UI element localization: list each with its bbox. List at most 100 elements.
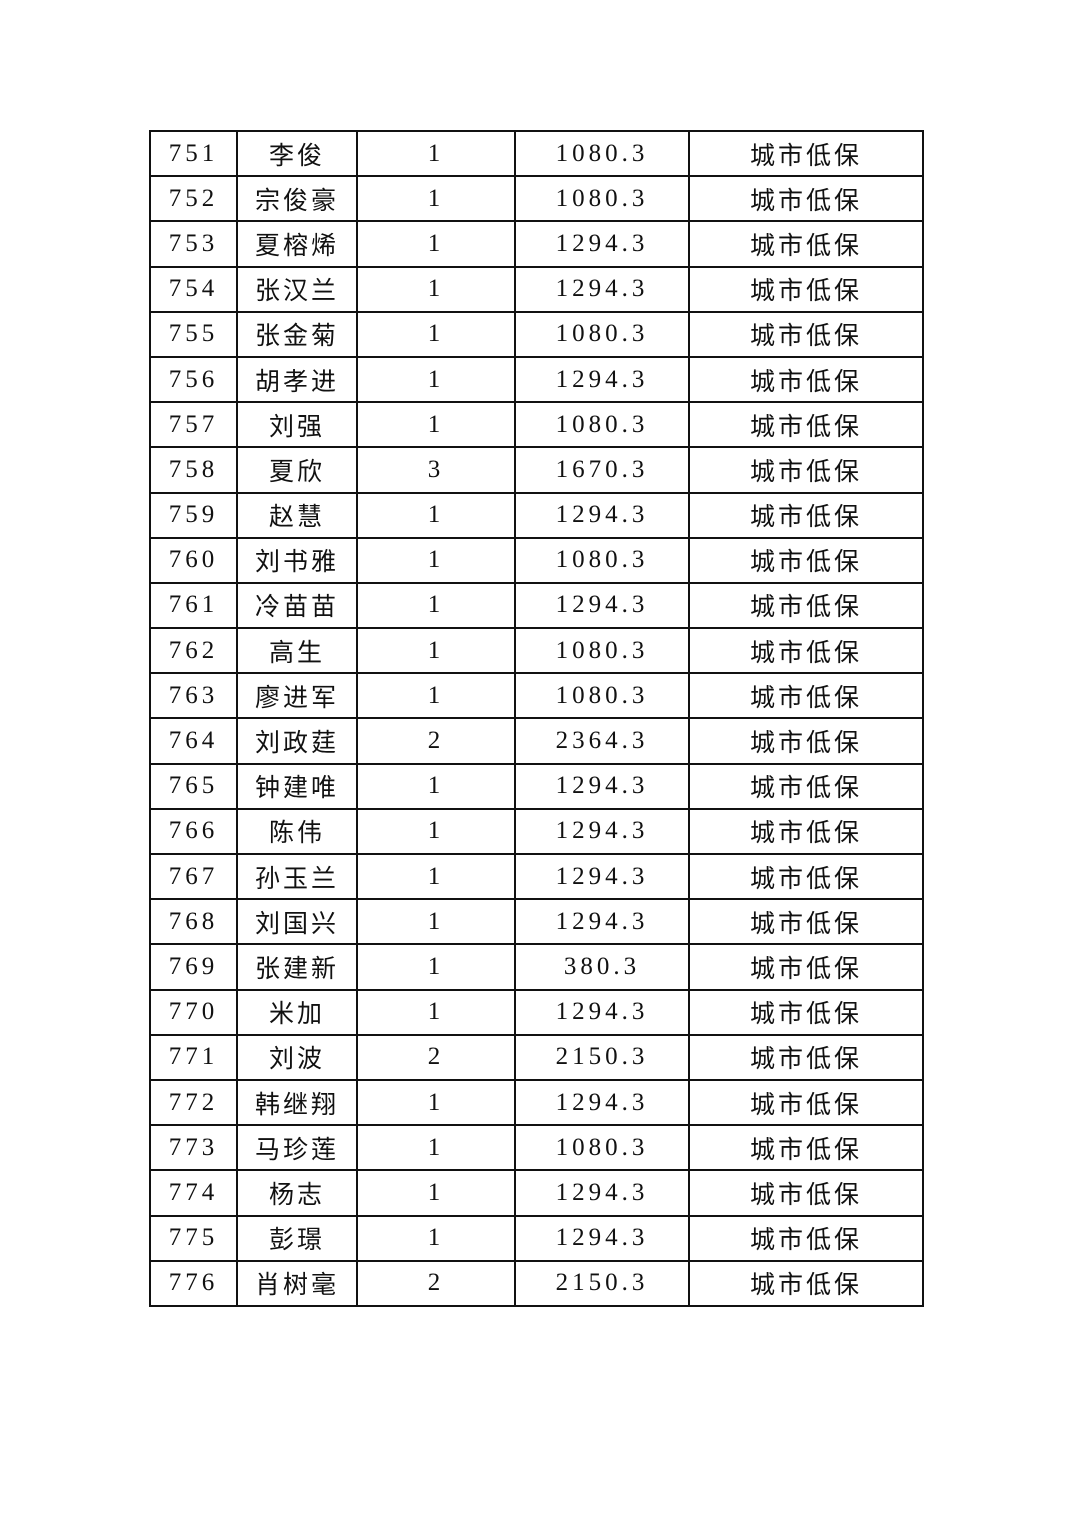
person-name-cell: 李俊 bbox=[236, 129, 358, 178]
person-name-cell: 刘强 bbox=[236, 401, 358, 449]
household-size-cell: 1 bbox=[356, 852, 516, 901]
household-size-cell: 1 bbox=[356, 581, 516, 630]
amount-cell: 1294.3 bbox=[514, 762, 690, 810]
table-row: 772 韩继翔 1 1294.3 城市低保 bbox=[149, 1078, 924, 1127]
household-size-cell: 1 bbox=[356, 220, 516, 268]
row-number-cell: 769 bbox=[149, 943, 238, 991]
assistance-type-cell: 城市低保 bbox=[688, 355, 924, 404]
row-number-cell: 776 bbox=[149, 1259, 238, 1307]
household-size-cell: 1 bbox=[356, 265, 516, 313]
household-size-cell: 1 bbox=[356, 129, 516, 178]
household-size-cell: 1 bbox=[356, 175, 516, 223]
table-row: 762 高生 1 1080.3 城市低保 bbox=[149, 627, 924, 675]
amount-cell: 380.3 bbox=[514, 943, 690, 991]
row-number-cell: 773 bbox=[149, 1124, 238, 1172]
amount-cell: 1080.3 bbox=[514, 536, 690, 584]
table-row: 767 孙玉兰 1 1294.3 城市低保 bbox=[149, 852, 924, 901]
row-number-cell: 763 bbox=[149, 672, 238, 720]
table-row: 763 廖进军 1 1080.3 城市低保 bbox=[149, 672, 924, 720]
amount-cell: 1670.3 bbox=[514, 446, 690, 494]
person-name-cell: 夏榕烯 bbox=[236, 220, 358, 268]
assistance-type-cell: 城市低保 bbox=[688, 1259, 924, 1307]
row-number-cell: 766 bbox=[149, 807, 238, 856]
row-number-cell: 753 bbox=[149, 220, 238, 268]
person-name-cell: 肖树毫 bbox=[236, 1259, 358, 1307]
table-row: 753 夏榕烯 1 1294.3 城市低保 bbox=[149, 220, 924, 268]
table-row: 770 米加 1 1294.3 城市低保 bbox=[149, 988, 924, 1036]
household-size-cell: 1 bbox=[356, 627, 516, 675]
amount-cell: 1294.3 bbox=[514, 807, 690, 856]
row-number-cell: 762 bbox=[149, 627, 238, 675]
amount-cell: 1294.3 bbox=[514, 1214, 690, 1262]
amount-cell: 1294.3 bbox=[514, 220, 690, 268]
household-size-cell: 1 bbox=[356, 988, 516, 1036]
assistance-type-cell: 城市低保 bbox=[688, 943, 924, 991]
person-name-cell: 赵慧 bbox=[236, 491, 358, 539]
household-size-cell: 1 bbox=[356, 491, 516, 539]
row-number-cell: 775 bbox=[149, 1214, 238, 1262]
row-number-cell: 765 bbox=[149, 762, 238, 810]
assistance-type-cell: 城市低保 bbox=[688, 988, 924, 1036]
table-row: 761 冷苗苗 1 1294.3 城市低保 bbox=[149, 581, 924, 630]
assistance-type-cell: 城市低保 bbox=[688, 581, 924, 630]
assistance-type-cell: 城市低保 bbox=[688, 536, 924, 584]
person-name-cell: 刘书雅 bbox=[236, 536, 358, 584]
amount-cell: 1080.3 bbox=[514, 310, 690, 358]
amount-cell: 1080.3 bbox=[514, 401, 690, 449]
amount-cell: 1294.3 bbox=[514, 265, 690, 313]
table-row: 758 夏欣 3 1670.3 城市低保 bbox=[149, 446, 924, 494]
row-number-cell: 761 bbox=[149, 581, 238, 630]
row-number-cell: 759 bbox=[149, 491, 238, 539]
household-size-cell: 1 bbox=[356, 1214, 516, 1262]
person-name-cell: 张汉兰 bbox=[236, 265, 358, 313]
person-name-cell: 刘政莛 bbox=[236, 717, 358, 765]
amount-cell: 1294.3 bbox=[514, 898, 690, 946]
table-row: 775 彭璟 1 1294.3 城市低保 bbox=[149, 1214, 924, 1262]
row-number-cell: 756 bbox=[149, 355, 238, 404]
table-row: 776 肖树毫 2 2150.3 城市低保 bbox=[149, 1259, 924, 1307]
assistance-type-cell: 城市低保 bbox=[688, 1078, 924, 1127]
row-number-cell: 751 bbox=[149, 129, 238, 178]
household-size-cell: 1 bbox=[356, 401, 516, 449]
assistance-type-cell: 城市低保 bbox=[688, 1169, 924, 1217]
person-name-cell: 宗俊豪 bbox=[236, 175, 358, 223]
amount-cell: 1294.3 bbox=[514, 1078, 690, 1127]
person-name-cell: 韩继翔 bbox=[236, 1078, 358, 1127]
assistance-type-cell: 城市低保 bbox=[688, 898, 924, 946]
table-row: 771 刘波 2 2150.3 城市低保 bbox=[149, 1033, 924, 1081]
person-name-cell: 夏欣 bbox=[236, 446, 358, 494]
row-number-cell: 757 bbox=[149, 401, 238, 449]
row-number-cell: 770 bbox=[149, 988, 238, 1036]
person-name-cell: 胡孝进 bbox=[236, 355, 358, 404]
amount-cell: 1294.3 bbox=[514, 491, 690, 539]
household-size-cell: 2 bbox=[356, 717, 516, 765]
amount-cell: 1080.3 bbox=[514, 672, 690, 720]
table-row: 768 刘国兴 1 1294.3 城市低保 bbox=[149, 898, 924, 946]
table-row: 752 宗俊豪 1 1080.3 城市低保 bbox=[149, 175, 924, 223]
assistance-type-cell: 城市低保 bbox=[688, 310, 924, 358]
row-number-cell: 758 bbox=[149, 446, 238, 494]
household-size-cell: 3 bbox=[356, 446, 516, 494]
assistance-type-cell: 城市低保 bbox=[688, 1214, 924, 1262]
amount-cell: 1294.3 bbox=[514, 581, 690, 630]
row-number-cell: 754 bbox=[149, 265, 238, 313]
person-name-cell: 彭璟 bbox=[236, 1214, 358, 1262]
table-row: 769 张建新 1 380.3 城市低保 bbox=[149, 943, 924, 991]
row-number-cell: 772 bbox=[149, 1078, 238, 1127]
person-name-cell: 钟建唯 bbox=[236, 762, 358, 810]
assistance-type-cell: 城市低保 bbox=[688, 627, 924, 675]
amount-cell: 2150.3 bbox=[514, 1033, 690, 1081]
beneficiary-table: 751 李俊 1 1080.3 城市低保 752 宗俊豪 1 1080.3 城市低保 753 夏榕烯 1… bbox=[149, 129, 924, 1307]
person-name-cell: 刘国兴 bbox=[236, 898, 358, 946]
table-row: 756 胡孝进 1 1294.3 城市低保 bbox=[149, 355, 924, 404]
assistance-type-cell: 城市低保 bbox=[688, 401, 924, 449]
table-row: 757 刘强 1 1080.3 城市低保 bbox=[149, 401, 924, 449]
assistance-type-cell: 城市低保 bbox=[688, 491, 924, 539]
table-row: 760 刘书雅 1 1080.3 城市低保 bbox=[149, 536, 924, 584]
row-number-cell: 774 bbox=[149, 1169, 238, 1217]
person-name-cell: 刘波 bbox=[236, 1033, 358, 1081]
table-row: 773 马珍莲 1 1080.3 城市低保 bbox=[149, 1124, 924, 1172]
row-number-cell: 760 bbox=[149, 536, 238, 584]
table-row: 766 陈伟 1 1294.3 城市低保 bbox=[149, 807, 924, 856]
household-size-cell: 1 bbox=[356, 1169, 516, 1217]
